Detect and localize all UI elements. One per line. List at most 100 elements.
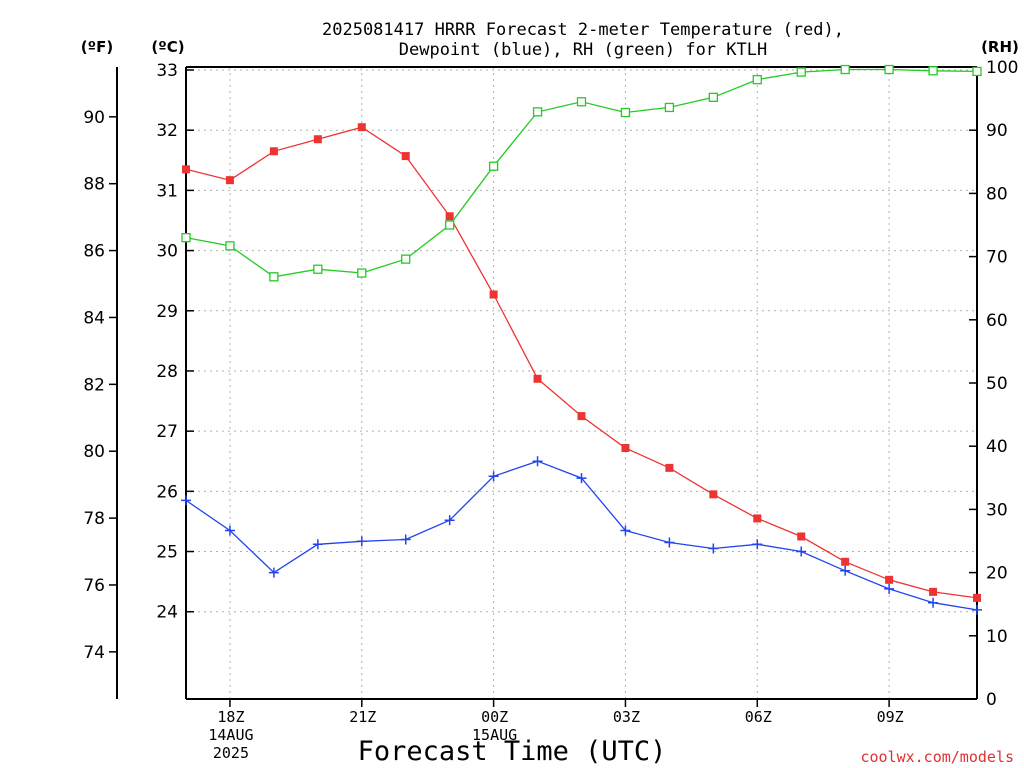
rh-data-point: [972, 66, 982, 77]
rh-data-point: [884, 64, 894, 75]
rh-data-point: [576, 97, 587, 107]
rh-tick-label: 20: [986, 564, 1008, 584]
axes: 24 25 26 27 28 29 30 31 32 33 74 76 78 80 82 84 86 88 90 0 1…: [83, 58, 1018, 710]
rh-data-point: [357, 268, 367, 278]
x-tick-label: 2025: [213, 744, 249, 762]
dewpoint-data-point: [356, 536, 367, 547]
celsius-tick-label: 24: [156, 603, 178, 623]
x-tick-label: 18Z: [217, 708, 244, 726]
chart-title-line2: Dewpoint (blue), RH (green) for KTLH: [399, 40, 767, 60]
grid-lines: [186, 67, 977, 699]
rh-tick-label: 60: [986, 311, 1008, 331]
rh-tick-label: 0: [986, 690, 997, 710]
dewpoint-data-point: [708, 543, 719, 554]
dewpoint-data-point: [752, 539, 763, 550]
temperature-data-point: [577, 412, 586, 421]
temperature-data-point: [709, 490, 718, 499]
x-tick-label: 06Z: [745, 708, 772, 726]
temperature-data-point: [841, 557, 850, 566]
dewpoint-data-point: [664, 537, 675, 548]
dewpoint-data-point: [224, 525, 235, 536]
dewpoint-data-point: [928, 597, 939, 608]
temperature-data-point: [621, 444, 630, 453]
rh-tick-label: 30: [986, 500, 1008, 520]
fahrenheit-axis-label: (ºF): [81, 38, 113, 56]
rh-data-point: [664, 102, 675, 113]
dewpoint-data-point: [181, 495, 191, 506]
temperature-data-point: [182, 165, 190, 174]
celsius-tick-label: 31: [156, 181, 178, 201]
rh-data-point: [708, 92, 718, 102]
fahrenheit-tick-label: 78: [83, 509, 105, 529]
celsius-tick-label: 32: [156, 121, 178, 141]
fahrenheit-tick-label: 80: [83, 442, 105, 462]
temperature-data-point: [973, 593, 981, 602]
rh-data-point: [488, 161, 499, 171]
fahrenheit-tick-label: 84: [83, 308, 105, 328]
temperature-data-point: [489, 290, 498, 299]
x-tick-label: 15AUG: [472, 726, 517, 744]
celsius-tick-label: 30: [156, 242, 178, 262]
x-axis-title: Forecast Time (UTC): [358, 736, 667, 767]
rh-data-point: [840, 64, 850, 75]
rh-data-point: [181, 232, 191, 243]
dewpoint-data-point: [620, 525, 631, 536]
temperature-series-line: [185, 126, 978, 599]
rh-data-point: [752, 74, 762, 85]
data-series: [181, 64, 982, 615]
celsius-tick-label: 27: [156, 422, 178, 442]
rh-tick-label: 50: [986, 374, 1008, 394]
fahrenheit-tick-label: 88: [83, 175, 105, 195]
dewpoint-data-point: [400, 534, 411, 545]
rh-axis-label: (RH): [981, 38, 1019, 56]
temperature-data-point: [401, 152, 410, 161]
rh-tick-label: 40: [986, 437, 1008, 457]
temperature-data-point: [753, 514, 762, 523]
dewpoint-data-point: [444, 515, 455, 526]
fahrenheit-tick-label: 76: [83, 576, 105, 596]
rh-data-point: [225, 241, 235, 251]
dewpoint-data-point: [312, 539, 323, 550]
rh-tick-label: 70: [986, 248, 1008, 268]
x-tick-label: 03Z: [613, 708, 640, 726]
temperature-data-point: [269, 147, 278, 156]
rh-data-point: [620, 107, 631, 118]
temperature-data-point: [357, 123, 366, 132]
rh-data-point: [532, 107, 543, 117]
celsius-tick-label: 25: [156, 543, 178, 563]
dewpoint-data-point: [796, 546, 807, 557]
x-tick-label: 00Z: [481, 708, 508, 726]
rh-tick-label: 10: [986, 627, 1008, 647]
dewpoint-data-point: [576, 473, 587, 484]
rh-tick-label: 80: [986, 184, 1008, 204]
celsius-axis-label: (ºC): [151, 38, 184, 56]
temperature-data-point: [313, 135, 322, 144]
dewpoint-data-point: [268, 567, 279, 578]
dewpoint-series-line: [185, 460, 978, 611]
rh-data-point: [445, 220, 455, 230]
x-tick-label: 14AUG: [208, 726, 253, 744]
rh-data-point: [401, 254, 411, 264]
temperature-data-point: [225, 176, 234, 185]
dewpoint-data-point: [488, 471, 499, 482]
temperature-data-point: [533, 374, 542, 383]
dewpoint-data-point: [532, 456, 543, 467]
celsius-tick-label: 26: [156, 482, 178, 502]
fahrenheit-tick-label: 86: [83, 242, 105, 262]
fahrenheit-tick-label: 90: [83, 108, 105, 128]
rh-tick-label: 90: [986, 121, 1008, 141]
credit-text: coolwx.com/models: [860, 748, 1014, 766]
rh-data-point: [269, 272, 279, 282]
celsius-tick-label: 29: [156, 302, 178, 322]
rh-data-point: [313, 264, 323, 274]
x-tick-label: 21Z: [349, 708, 376, 726]
fahrenheit-tick-label: 82: [83, 375, 105, 395]
dewpoint-data-point: [884, 583, 895, 594]
x-tick-label: 09Z: [877, 708, 904, 726]
rh-data-point: [796, 67, 806, 77]
celsius-tick-label: 28: [156, 362, 178, 382]
temperature-data-point: [929, 587, 938, 596]
temperature-data-point: [445, 212, 454, 221]
